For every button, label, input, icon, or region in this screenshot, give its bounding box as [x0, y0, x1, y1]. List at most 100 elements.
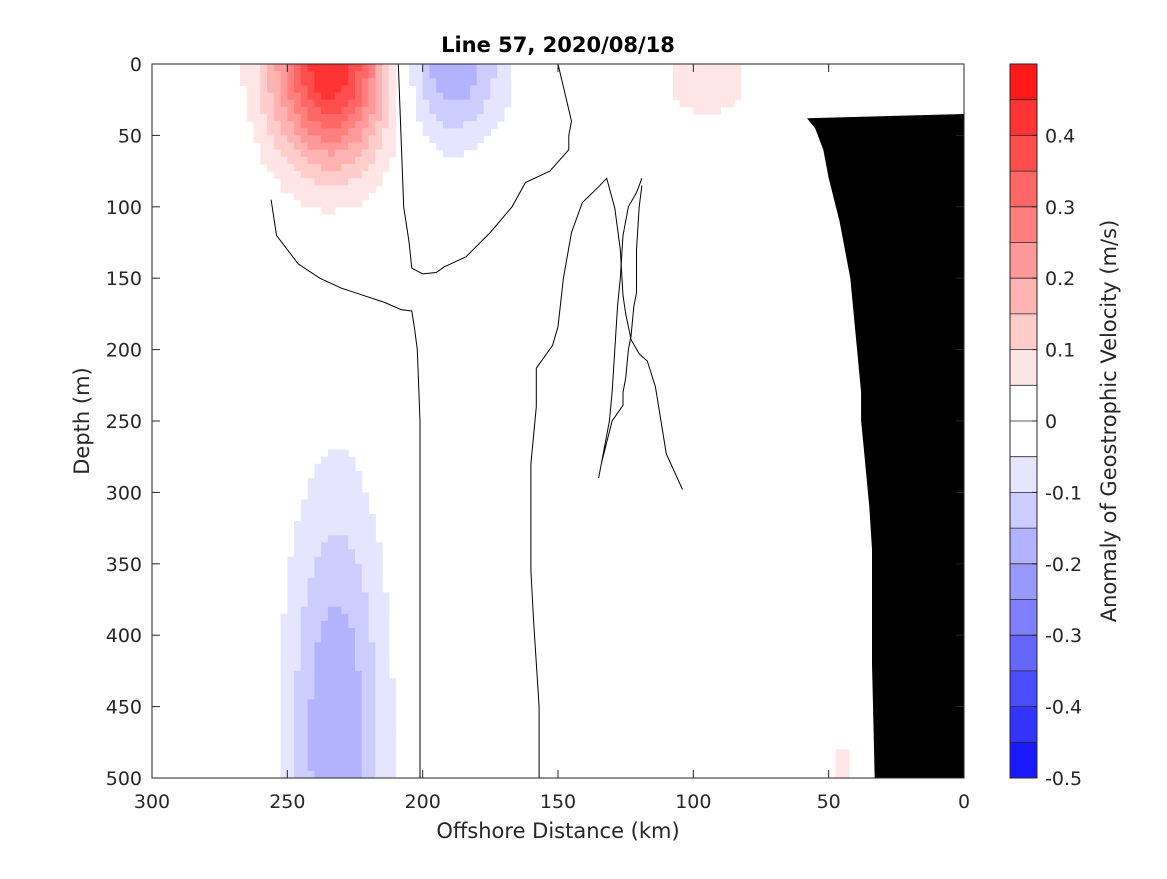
contour-cell — [375, 156, 383, 165]
contour-cell — [693, 64, 701, 72]
contour-cell — [334, 713, 343, 722]
contour-cell — [368, 92, 376, 101]
contour-cell — [280, 171, 288, 179]
contour-cell — [355, 520, 363, 529]
contour-cell — [314, 735, 322, 743]
contour-cell — [253, 85, 261, 94]
contour-cell — [314, 592, 322, 601]
contour-cell — [239, 78, 248, 87]
contour-cell — [490, 113, 498, 122]
contour-cell — [334, 71, 343, 79]
contour-cell — [382, 599, 390, 608]
contour-cell — [314, 549, 322, 558]
contour-cell — [422, 85, 431, 94]
contour-cell — [375, 642, 383, 651]
contour-cell — [388, 699, 397, 708]
contour-cell — [253, 99, 261, 108]
contour-cell — [382, 613, 390, 622]
zero-contour-line — [397, 64, 573, 275]
contour-cell — [422, 92, 431, 101]
contour-cell — [341, 199, 349, 208]
contour-cell — [321, 720, 329, 729]
contour-cell — [246, 106, 255, 115]
contour-cell — [835, 756, 843, 765]
contour-cell — [294, 635, 302, 643]
contour-cell — [321, 113, 329, 122]
contour-cell — [280, 635, 288, 643]
contour-cell — [300, 135, 309, 144]
contour-cell — [341, 578, 349, 586]
contour-cell — [287, 670, 295, 679]
contour-cell — [273, 64, 282, 72]
contour-cell — [280, 706, 288, 715]
contour-cell — [287, 563, 295, 572]
contour-cell — [307, 135, 315, 144]
contour-cell — [375, 542, 383, 551]
contour-cell — [341, 649, 349, 658]
contour-cell — [348, 71, 356, 79]
contour-cell — [300, 599, 309, 608]
colorbar-bin — [1010, 635, 1037, 672]
contour-cell — [355, 756, 363, 765]
contour-cell — [341, 613, 349, 622]
contour-cell — [341, 656, 349, 665]
contour-cell — [287, 585, 295, 593]
contour-cell — [280, 749, 288, 758]
colorbar-tick-label: 0 — [1045, 411, 1057, 433]
contour-cell — [686, 85, 694, 94]
contour-cell — [348, 463, 356, 472]
contour-cell — [368, 578, 376, 586]
contour-cell — [287, 171, 295, 179]
contour-cell — [321, 78, 329, 87]
contour-cell — [388, 763, 397, 772]
contour-cell — [355, 185, 363, 194]
contour-cell — [442, 64, 451, 72]
contour-cell — [253, 92, 261, 101]
contour-cell — [334, 463, 343, 472]
contour-cell — [382, 163, 390, 172]
contour-cell — [321, 149, 329, 158]
contour-cell — [679, 92, 688, 101]
y-axis-label: Depth (m) — [70, 367, 94, 474]
contour-cell — [375, 628, 383, 636]
contour-cell — [327, 585, 336, 593]
contour-cell — [341, 128, 349, 136]
contour-cell — [415, 85, 424, 94]
contour-cell — [361, 149, 370, 158]
contour-cell — [727, 71, 735, 79]
contour-cell — [382, 642, 390, 651]
contour-cell — [334, 478, 343, 486]
contour-cell — [294, 171, 302, 179]
contour-cell — [246, 78, 255, 87]
contour-cell — [490, 99, 498, 108]
contour-cell — [327, 756, 336, 765]
contour-cell — [348, 199, 356, 208]
contour-cell — [300, 113, 309, 122]
y-tick-label: 350 — [106, 554, 142, 576]
contour-cell — [307, 663, 315, 672]
contour-cell — [348, 699, 356, 708]
contour-cell — [327, 635, 336, 643]
contour-cell — [368, 135, 376, 144]
contour-cell — [348, 678, 356, 686]
contour-cell — [713, 106, 721, 115]
contour-cell — [368, 678, 376, 686]
contour-cell — [348, 670, 356, 679]
contour-cell — [341, 749, 349, 758]
contour-cell — [368, 113, 376, 122]
contour-cell — [341, 685, 349, 693]
contour-cell — [334, 549, 343, 558]
contour-cell — [321, 606, 329, 615]
contour-cell — [267, 128, 275, 136]
contour-cell — [280, 71, 288, 79]
contour-cell — [361, 128, 370, 136]
contour-cell — [483, 113, 491, 122]
contour-cell — [361, 663, 370, 672]
contour-cell — [300, 706, 309, 715]
contour-cell — [260, 106, 268, 115]
colorbar-bin — [1010, 99, 1037, 136]
contour-cell — [287, 713, 295, 722]
contour-cell — [456, 64, 464, 72]
contour-cell — [375, 78, 383, 87]
